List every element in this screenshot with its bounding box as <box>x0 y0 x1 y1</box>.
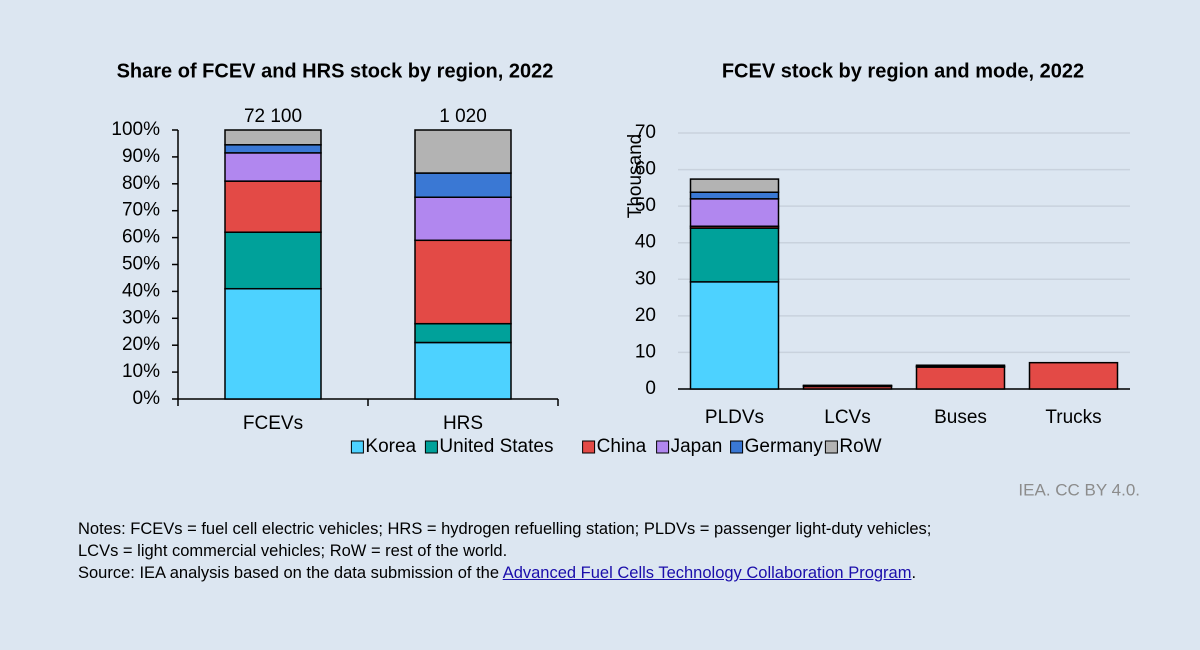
y-tick-label: 30% <box>122 307 160 328</box>
bar-segment <box>689 227 780 283</box>
y-tick-label: 10% <box>122 361 160 382</box>
legend-swatch <box>350 440 364 454</box>
note-line: LCVs = light commercial vehicles; RoW = … <box>78 542 508 560</box>
x-tick-label: Buses <box>934 407 987 428</box>
legend-swatch <box>424 440 438 454</box>
x-tick-label: LCVs <box>824 407 870 428</box>
bar-segment <box>224 129 322 146</box>
bar-segment <box>414 341 512 400</box>
credit: IEA. CC BY 4.0. <box>1018 480 1140 499</box>
y-tick-label: 60% <box>122 227 160 248</box>
bar-segment <box>224 231 322 290</box>
notes: Notes: FCEVs = fuel cell electric vehicl… <box>78 518 931 584</box>
legend-label: China <box>597 436 647 457</box>
y-tick-label: 40 <box>635 232 656 253</box>
note-line: Notes: FCEVs = fuel cell electric vehicl… <box>78 520 932 538</box>
legend-label: Germany <box>745 436 824 457</box>
bar-segment <box>414 196 512 242</box>
y-tick-label: 40% <box>122 280 160 301</box>
y-tick-label: 70 <box>635 122 656 143</box>
chart-title: Share of FCEV and HRS stock by region, 2… <box>117 60 554 82</box>
source-text: . <box>911 564 917 582</box>
bar-segment <box>915 364 1006 368</box>
y-tick-label: 0 <box>645 378 656 399</box>
x-tick-label: HRS <box>443 413 483 434</box>
bar-segment <box>1028 361 1119 390</box>
legend-label: United States <box>439 436 553 457</box>
bar-segment <box>689 191 780 200</box>
y-tick-label: 20% <box>122 334 160 355</box>
y-tick-label: 90% <box>122 146 160 167</box>
bar-segment <box>414 172 512 198</box>
y-tick-label: 10 <box>635 341 656 362</box>
y-tick-label: 0% <box>133 388 161 409</box>
y-tick-label: 30 <box>635 268 656 289</box>
bar-segment <box>224 144 322 154</box>
bar-total-label: 72 100 <box>244 106 302 127</box>
y-tick-label: 70% <box>122 200 160 221</box>
bar-segment <box>689 198 780 228</box>
chart-title: FCEV stock by region and mode, 2022 <box>722 60 1084 82</box>
y-tick-label: 50% <box>122 254 160 275</box>
legend-label: Korea <box>365 436 416 457</box>
legend-swatch <box>656 440 670 454</box>
x-tick-label: FCEVs <box>243 413 303 434</box>
bar-segment <box>224 152 322 182</box>
bar-segment <box>414 322 512 344</box>
bar-segment <box>414 239 512 325</box>
legend-swatch <box>582 440 596 454</box>
source-text: Source: IEA analysis based on the data s… <box>78 564 500 582</box>
bar-segment <box>224 287 322 400</box>
source-link[interactable]: Advanced Fuel Cells Technology Collabora… <box>502 564 912 582</box>
x-tick-label: Trucks <box>1045 407 1101 428</box>
y-tick-label: 20 <box>635 305 656 326</box>
legend-swatch <box>824 440 838 454</box>
bar-segment <box>414 129 512 174</box>
bar-segment <box>224 180 322 233</box>
y-axis-label: Thousand <box>625 134 646 219</box>
y-tick-label: 60 <box>635 159 656 180</box>
charts: Share of FCEV and HRS stock by region, 2… <box>111 60 1140 499</box>
bar-segment <box>689 178 780 193</box>
y-tick-label: 100% <box>111 119 160 140</box>
y-tick-label: 80% <box>122 173 160 194</box>
bar-segment <box>689 281 780 390</box>
bar-total-label: 1 020 <box>439 106 487 127</box>
x-tick-label: PLDVs <box>705 407 764 428</box>
bar-segment <box>915 366 1006 390</box>
legend-label: Japan <box>671 436 723 457</box>
y-tick-label: 50 <box>635 195 656 216</box>
legend-label: RoW <box>839 436 881 457</box>
legend-swatch <box>730 440 744 454</box>
source: Source: IEA analysis based on the data s… <box>78 562 931 584</box>
